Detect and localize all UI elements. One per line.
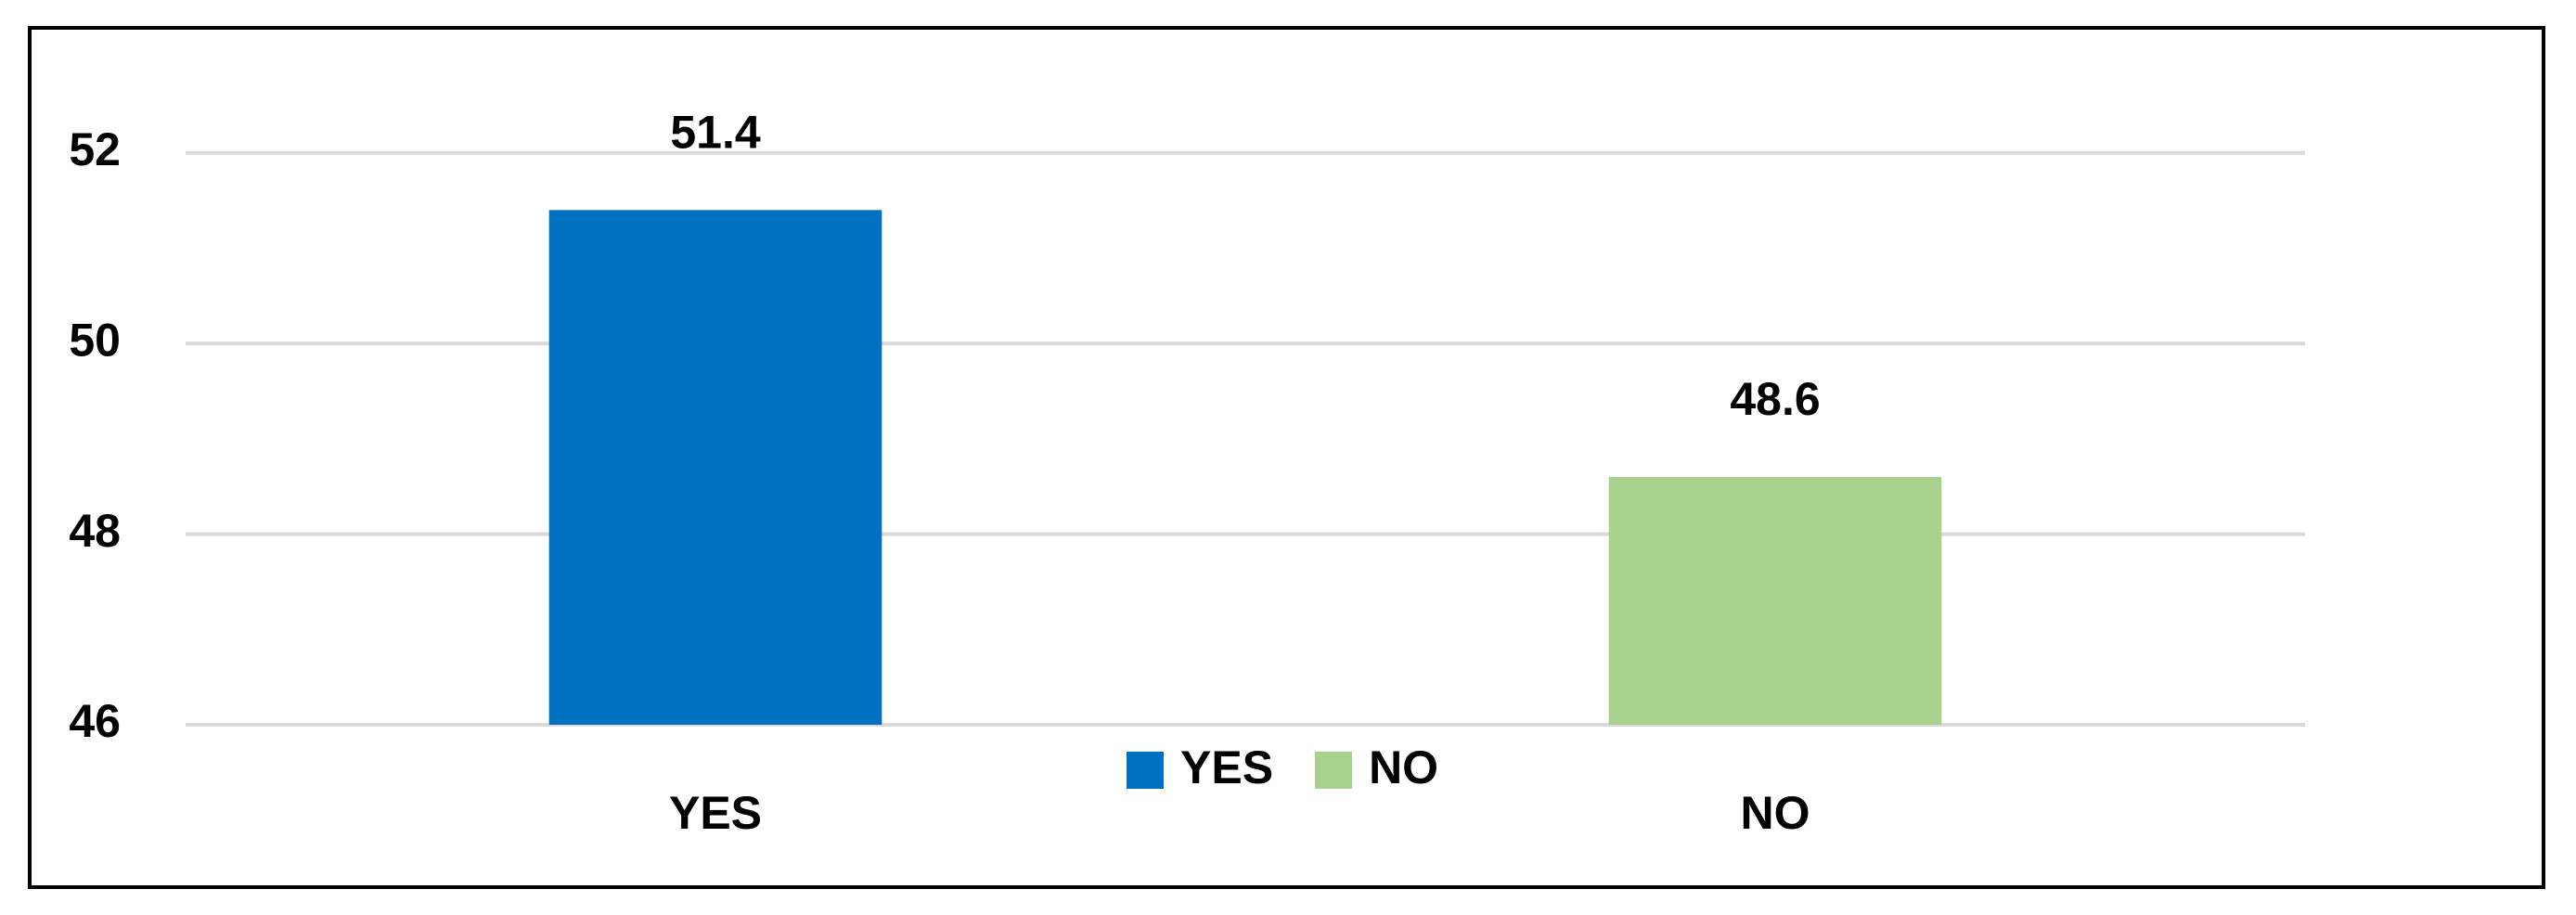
legend-swatch xyxy=(1315,752,1353,789)
data-label: 48.6 xyxy=(1730,373,1820,425)
y-tick-label: 48 xyxy=(69,505,121,557)
y-tick-label: 52 xyxy=(69,123,121,175)
bar xyxy=(548,210,882,726)
legend-label: YES xyxy=(1180,741,1273,793)
data-label: 51.4 xyxy=(670,107,761,159)
x-tick-label: NO xyxy=(1741,787,1810,839)
bar xyxy=(1608,476,1942,725)
legend-swatch xyxy=(1127,752,1164,789)
y-tick-label: 46 xyxy=(69,695,121,747)
y-tick-label: 50 xyxy=(69,314,121,366)
chart-frame xyxy=(28,26,2545,889)
legend-label: NO xyxy=(1369,741,1438,793)
x-tick-label: YES xyxy=(669,787,762,839)
